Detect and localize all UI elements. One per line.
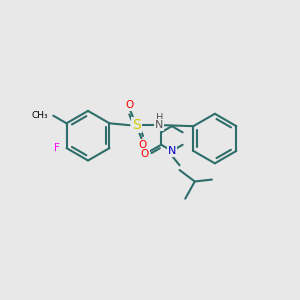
Text: N: N [155, 120, 163, 130]
Text: O: O [125, 100, 134, 110]
Text: F: F [54, 143, 60, 153]
Text: O: O [139, 140, 147, 150]
Text: H: H [156, 112, 164, 123]
Text: CH₃: CH₃ [32, 111, 49, 120]
Text: N: N [168, 146, 176, 156]
Text: S: S [132, 118, 141, 132]
Text: O: O [140, 149, 149, 159]
